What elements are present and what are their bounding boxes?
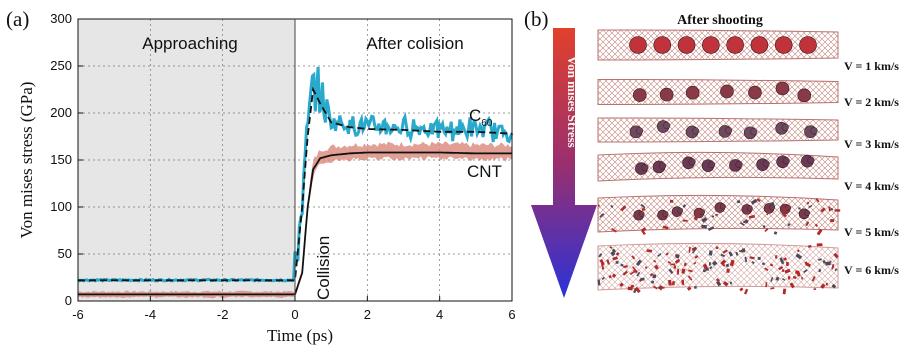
stress-arrow: Von mises Stress xyxy=(531,28,597,298)
cnt-label: CNT xyxy=(467,162,502,181)
after-collision-label: After colision xyxy=(366,34,463,53)
x-tick-label: 2 xyxy=(364,307,371,322)
nanotube-snapshots xyxy=(597,29,841,295)
y-tick-label: 300 xyxy=(50,11,72,26)
stress-plot: -6 -4 -2 0 2 4 6 0 50 100 150 200 250 300 xyxy=(50,11,515,322)
c60-mean-line xyxy=(78,86,513,282)
c60-label: C60 xyxy=(469,106,493,129)
nanotube-snapshot xyxy=(597,242,839,295)
y-tick-label: 250 xyxy=(50,58,72,73)
nanotube-snapshot xyxy=(597,151,839,182)
velocity-label: V = 6 km/s xyxy=(844,263,899,277)
x-axis-label: Time (ps) xyxy=(267,326,333,345)
y-tick-label: 200 xyxy=(50,105,72,120)
x-tick-label: -6 xyxy=(72,307,84,322)
x-tick-label: -4 xyxy=(145,307,157,322)
panel-b-label: (b) xyxy=(524,7,549,31)
y-tick-label: 50 xyxy=(58,246,72,261)
y-tick-label: 0 xyxy=(65,293,72,308)
velocity-label: V = 1 km/s xyxy=(844,59,899,73)
x-tick-label: 0 xyxy=(291,307,298,322)
cnt-noise-band xyxy=(78,141,512,299)
y-axis-label: Von mises stress (GPa) xyxy=(17,82,36,239)
nanotube-snapshot xyxy=(597,194,841,236)
approaching-label: Approaching xyxy=(142,34,237,53)
velocity-label: V = 3 km/s xyxy=(844,137,899,151)
nanotube-snapshot xyxy=(597,29,839,61)
y-tick-label: 100 xyxy=(50,199,72,214)
after-shooting-title: After shooting xyxy=(677,13,763,28)
x-tick-label: 6 xyxy=(508,307,515,322)
arrow-label: Von mises Stress xyxy=(565,56,580,148)
collision-label: Collision xyxy=(314,236,333,300)
panel-a-label: (a) xyxy=(6,7,29,31)
x-tick-label: -2 xyxy=(217,307,229,322)
nanotube-snapshot xyxy=(597,117,839,143)
velocity-label: V = 5 km/s xyxy=(844,225,899,239)
x-tick-label: 4 xyxy=(436,307,443,322)
y-tick-label: 150 xyxy=(50,152,72,167)
velocity-label: V = 2 km/s xyxy=(844,95,899,109)
x-ticks: -6 -4 -2 0 2 4 6 xyxy=(72,296,516,322)
velocity-labels: V = 1 km/s V = 2 km/s V = 3 km/s V = 4 km/s… xyxy=(844,59,899,277)
nanotube-snapshot xyxy=(597,78,839,106)
y-ticks: 0 50 100 150 200 250 300 xyxy=(50,11,83,308)
approaching-shade xyxy=(78,19,295,301)
velocity-label: V = 4 km/s xyxy=(844,179,899,193)
